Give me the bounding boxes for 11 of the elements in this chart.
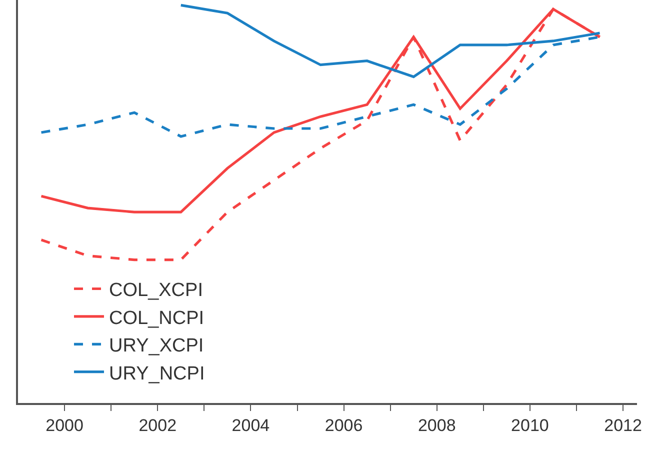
x-tick-label: 2010 — [511, 416, 549, 436]
x-tick-label: 2012 — [604, 416, 642, 436]
legend-label: COL_NCPI — [109, 308, 204, 329]
x-tick-label: 2004 — [232, 416, 270, 436]
x-tick-label: 2002 — [138, 416, 177, 436]
legend-label: COL_XCPI — [109, 280, 203, 302]
legend-label: URY_NCPI — [109, 363, 205, 384]
x-tick-label: 2000 — [46, 416, 84, 436]
legend-label: URY_XCPI — [109, 336, 204, 357]
x-tick-label: 2008 — [418, 416, 456, 436]
x-tick-label: 2006 — [324, 416, 363, 436]
